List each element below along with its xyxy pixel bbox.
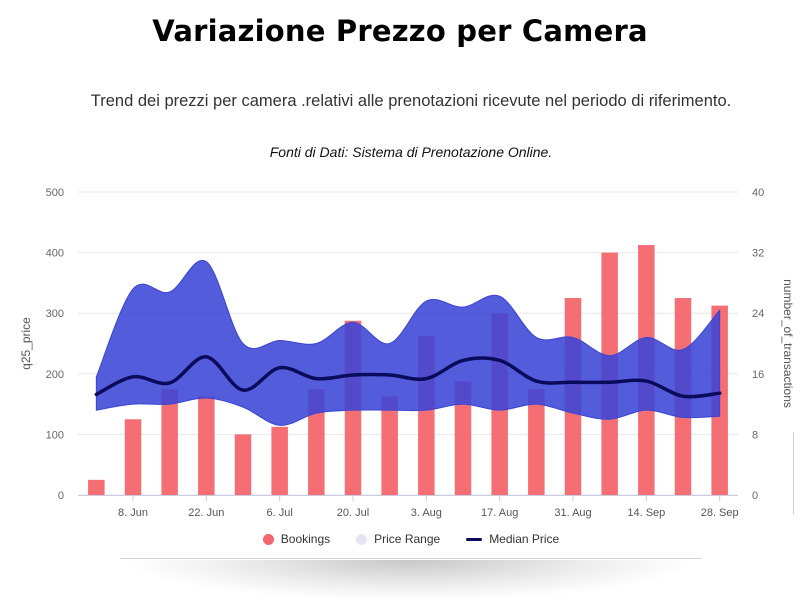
price-range-band <box>95 259 721 426</box>
x-tick-label: 8. Jun <box>118 507 148 519</box>
right-tick-label: 16 <box>752 369 764 381</box>
left-tick-label: 0 <box>58 490 64 502</box>
x-tick-label: 3. Aug <box>411 507 442 519</box>
data-source-note: Fonti di Dati: Sistema di Prenotazione O… <box>269 144 553 160</box>
right-axis-title: number_of_transactions <box>781 279 795 408</box>
x-tick-label: 20. Jul <box>337 507 369 519</box>
x-tick-label: 6. Jul <box>267 507 293 519</box>
right-tick-label: 24 <box>752 308 764 320</box>
bookings-bar <box>271 426 288 495</box>
legend-bookings[interactable]: Bookings <box>262 532 331 546</box>
scrollbar-track <box>793 432 794 514</box>
bookings-bar <box>308 388 325 495</box>
median-price-path <box>94 355 722 399</box>
left-axis-title: q25_price <box>19 317 33 370</box>
legend: Bookings Price Range Median Price <box>0 532 800 546</box>
right-tick-label: 0 <box>752 490 758 502</box>
combo-chart: 0 100 200 300 400 500 0 8 16 24 32 40 q25_price numbe… <box>19 187 795 519</box>
bookings-swatch-icon <box>262 533 274 545</box>
legend-median-price-label: Median Price <box>489 532 560 546</box>
median-price-line <box>94 355 722 399</box>
bookings-bar <box>381 396 398 495</box>
left-tick-label: 400 <box>46 248 64 260</box>
right-tick-label: 40 <box>752 187 764 199</box>
left-tick-label: 500 <box>46 187 64 199</box>
bookings-bar <box>124 419 142 495</box>
median-price-swatch-icon <box>466 537 483 541</box>
x-tick-label: 17. Aug <box>481 507 518 519</box>
legend-median-price[interactable]: Median Price <box>466 532 559 546</box>
x-tick-label: 31. Aug <box>554 507 591 519</box>
right-tick-label: 32 <box>752 248 764 260</box>
x-tick-label: 22. Jun <box>188 507 224 519</box>
left-tick-label: 300 <box>46 308 64 320</box>
bookings-bar <box>88 479 105 495</box>
legend-price-range[interactable]: Price Range <box>356 532 440 546</box>
left-tick-label: 100 <box>46 429 64 441</box>
legend-bookings-label: Bookings <box>280 532 331 546</box>
card-divider <box>120 558 702 559</box>
price-range-swatch-icon <box>356 533 368 545</box>
right-tick-label: 8 <box>752 429 758 441</box>
card-shadow <box>130 560 690 600</box>
chart-title: Variazione Prezzo per Camera <box>152 14 648 48</box>
axes: 0 100 200 300 400 500 0 8 16 24 32 40 q25_price numbe… <box>19 187 795 519</box>
x-tick-label: 28. Sep <box>701 507 739 519</box>
bookings-bar <box>161 388 178 495</box>
price-range-area <box>95 259 721 426</box>
bookings-bar <box>454 381 472 495</box>
bookings-bar <box>198 396 215 495</box>
bookings-bar <box>234 434 252 495</box>
left-tick-label: 200 <box>46 369 64 381</box>
bookings-bar <box>528 388 545 495</box>
x-tick-label: 14. Sep <box>627 507 665 519</box>
chart-subtitle: Trend dei prezzi per camera .relativi al… <box>90 92 732 110</box>
legend-price-range-label: Price Range <box>374 532 441 546</box>
